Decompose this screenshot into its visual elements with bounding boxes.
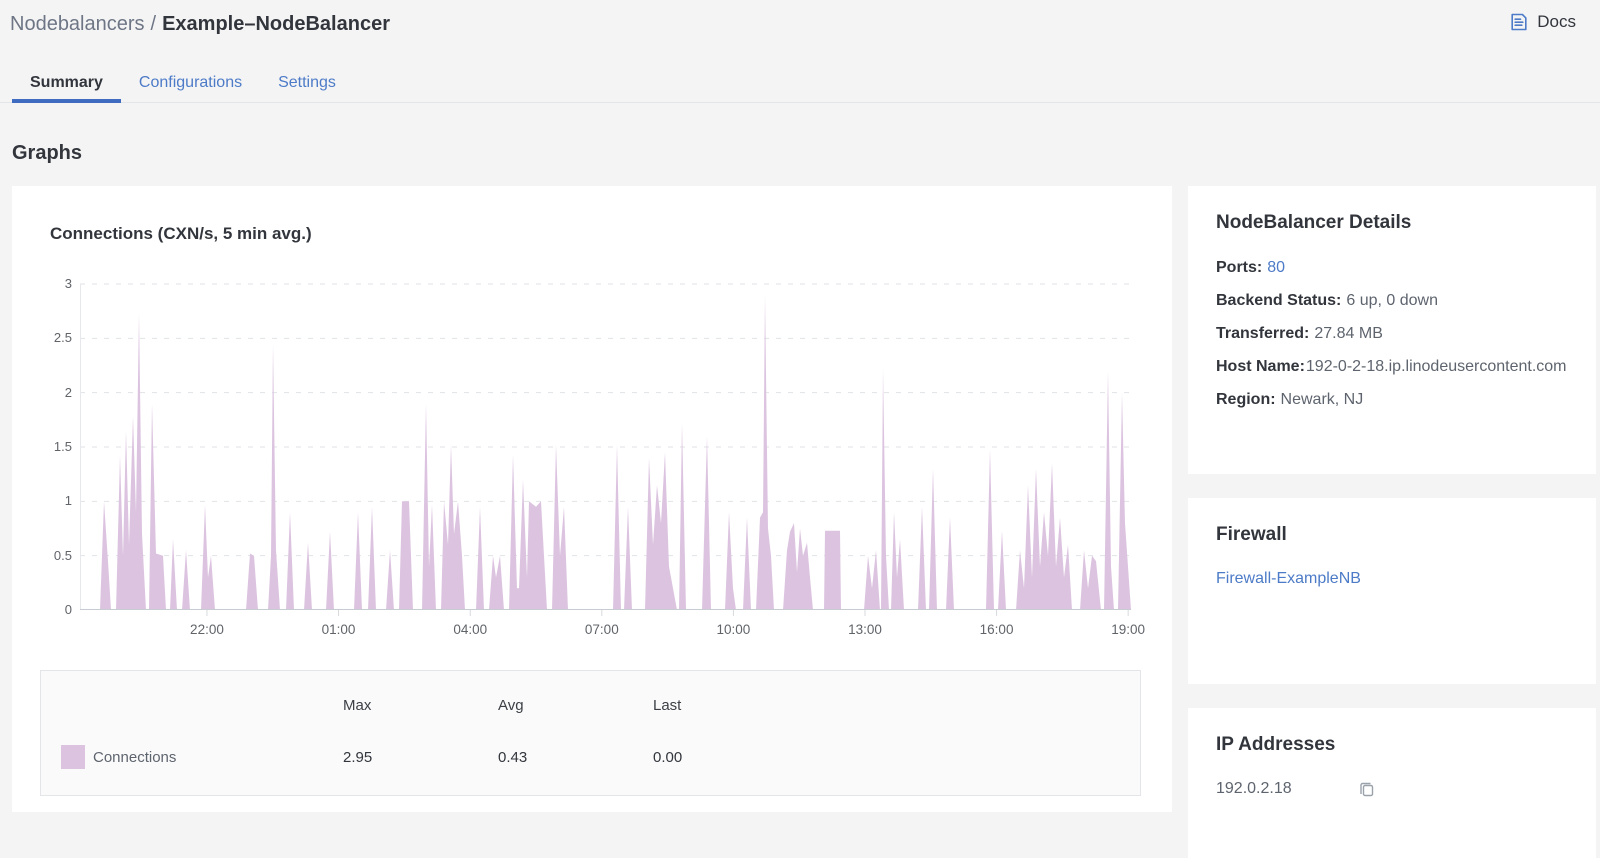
tab-summary[interactable]: Summary — [12, 64, 121, 103]
x-axis-tick-label: 22:00 — [190, 622, 224, 637]
firewall-card-title: Firewall — [1216, 524, 1287, 545]
page-title: Example–NodeBalancer — [162, 13, 390, 35]
legend-row-connections: Connections 2.95 0.43 0.00 — [41, 731, 1140, 783]
host-name-value: 192-0-2-18.ip.linodeusercontent.com — [1305, 358, 1567, 375]
x-axis-tick-label: 10:00 — [716, 622, 751, 637]
legend-col-max: Max — [343, 696, 372, 714]
detail-row-host-name: Host Name:192-0-2-18.ip.linodeuserconten… — [1216, 357, 1568, 376]
region-label: Region: — [1216, 391, 1276, 408]
details-card-title: NodeBalancer Details — [1216, 212, 1412, 233]
tab-configurations[interactable]: Configurations — [138, 74, 243, 91]
copy-ip-button[interactable] — [1358, 780, 1376, 798]
legend-value-last: 0.00 — [653, 748, 683, 766]
backend-status-value: 6 up, 0 down — [1346, 292, 1438, 309]
transferred-value: 27.84 MB — [1314, 325, 1383, 342]
y-axis-tick-label: 0.5 — [53, 547, 72, 563]
ip-card-title: IP Addresses — [1216, 734, 1336, 755]
nodebalancer-details-card: NodeBalancer Details Ports: 80 Backend St… — [1188, 186, 1596, 474]
chart-plot[interactable] — [80, 283, 1131, 616]
y-axis-tick-label: 1.5 — [53, 439, 72, 454]
x-axis-tick-label: 01:00 — [321, 622, 356, 637]
chart-legend: Max Avg Last Connections 2.95 0.43 0.00 — [40, 670, 1141, 796]
ip-address-value: 192.0.2.18 — [1216, 780, 1292, 797]
legend-swatch-connections — [61, 745, 85, 769]
x-axis-tick-label: 19:00 — [1111, 622, 1146, 637]
x-axis-tick-label: 16:00 — [979, 622, 1014, 637]
backend-status-label: Backend Status: — [1216, 292, 1342, 309]
legend-series-name: Connections — [93, 748, 177, 766]
ports-label: Ports: — [1216, 259, 1263, 276]
detail-row-region: Region: Newark, NJ — [1216, 390, 1568, 409]
x-axis-tick-label: 07:00 — [584, 622, 619, 637]
ip-address-row: 192.0.2.18 — [1216, 780, 1568, 798]
detail-row-ports: Ports: 80 — [1216, 258, 1568, 277]
detail-row-backend-status: Backend Status: 6 up, 0 down — [1216, 291, 1568, 310]
breadcrumb: Nodebalancers / Example–NodeBalancer — [10, 10, 390, 38]
tab-settings[interactable]: Settings — [278, 74, 336, 91]
breadcrumb-separator: / — [150, 13, 157, 35]
legend-col-last: Last — [653, 696, 682, 714]
ip-addresses-card: IP Addresses 192.0.2.18 — [1188, 708, 1596, 858]
page-header: Nodebalancers / Example–NodeBalancer Docs — [0, 0, 1600, 38]
y-axis-tick-label: 2.5 — [53, 330, 72, 346]
copy-icon — [1358, 782, 1376, 801]
legend-col-avg: Avg — [498, 696, 524, 714]
legend-value-max: 2.95 — [343, 748, 373, 766]
tab-bar: Summary Configurations Settings — [0, 64, 1600, 103]
firewall-card: Firewall Firewall-ExampleNB — [1188, 498, 1596, 684]
chart-area-svg — [80, 283, 1131, 616]
y-axis-tick-label: 0 — [64, 602, 72, 617]
connections-graph-panel: Connections (CXN/s, 5 min avg.) 0 0.5 1 1.5… — [12, 186, 1172, 812]
port-80-link[interactable]: 80 — [1267, 259, 1286, 276]
legend-value-avg: 0.43 — [498, 748, 528, 766]
summary-sidebar: NodeBalancer Details Ports: 80 Backend St… — [1188, 186, 1596, 858]
x-axis-tick-label: 13:00 — [848, 622, 882, 637]
x-axis-labels: 22:00 01:00 04:00 07:00 10:00 13:00 16:00 19:00 — [80, 622, 1145, 642]
region-value: Newark, NJ — [1280, 391, 1364, 408]
host-name-label: Host Name: — [1216, 358, 1305, 375]
y-axis-tick-label: 1 — [64, 493, 72, 509]
docs-link-label: Docs — [1537, 12, 1576, 31]
section-heading-graphs: Graphs — [12, 142, 83, 164]
breadcrumb-nodebalancers-link[interactable]: Nodebalancers — [10, 13, 145, 35]
x-axis-tick-label: 04:00 — [453, 622, 488, 637]
content-area: Connections (CXN/s, 5 min avg.) 0 0.5 1 1.5… — [0, 186, 1600, 858]
docs-link[interactable]: Docs — [1509, 12, 1576, 32]
y-axis-tick-label: 2 — [64, 384, 72, 400]
firewall-examplenb-link[interactable]: Firewall-ExampleNB — [1216, 570, 1361, 587]
chart-title: Connections (CXN/s, 5 min avg.) — [50, 224, 312, 243]
docs-icon — [1509, 12, 1529, 32]
y-axis-tick-label: 3 — [64, 276, 72, 291]
detail-row-transferred: Transferred: 27.84 MB — [1216, 324, 1568, 343]
legend-header-row: Max Avg Last — [41, 679, 1140, 731]
y-axis-labels: 0 0.5 1 1.5 2 2.5 3 — [12, 276, 72, 617]
transferred-label: Transferred: — [1216, 325, 1310, 342]
